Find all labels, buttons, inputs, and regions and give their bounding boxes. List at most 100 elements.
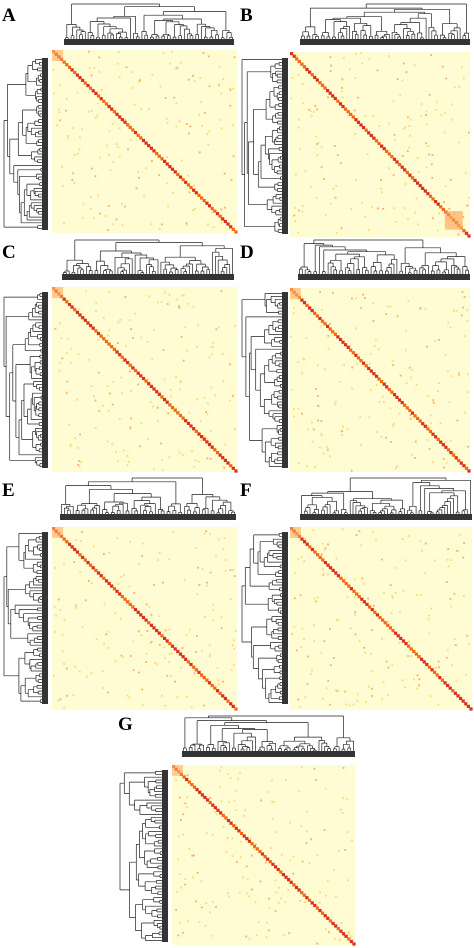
heatmap-cell [316, 942, 319, 945]
heatmap-cell [254, 843, 257, 845]
heatmap-cell [59, 609, 62, 611]
heatmap-cell [398, 412, 401, 415]
heatmap-cell [90, 208, 92, 210]
heatmap-cell [436, 229, 439, 232]
heatmap-cell [343, 364, 345, 366]
diagonal-cell [229, 702, 233, 706]
diagonal-cell [110, 345, 114, 349]
heatmap-cell [106, 144, 109, 147]
heatmap-cell [187, 174, 189, 177]
diagonal-cell [441, 443, 445, 447]
heatmap-cell [347, 879, 349, 882]
heatmap-cell [184, 878, 186, 880]
heatmap-cell [76, 91, 79, 94]
diagonal-cell [203, 795, 207, 800]
diagonal-cell [120, 118, 124, 122]
diagonal-cell [462, 464, 466, 468]
diagonal-cell [394, 631, 398, 635]
heatmap-cell [226, 837, 229, 839]
heatmap-cell [228, 895, 230, 898]
heatmap-cell [97, 102, 99, 105]
heatmap-cell [287, 889, 290, 891]
heatmap-cell [119, 319, 122, 321]
heatmap-cell [184, 326, 186, 329]
diagonal-cell [78, 76, 82, 80]
diagonal-cell [107, 342, 111, 346]
heatmap-cell [209, 571, 212, 574]
heatmap-cell [223, 466, 226, 469]
heatmap-cell [310, 673, 312, 675]
diagonal-cell [370, 608, 374, 612]
heatmap-cell [88, 579, 90, 582]
diagonal-cell [323, 322, 327, 326]
leaf-ticks [300, 514, 472, 520]
heatmap-cell [323, 829, 326, 831]
heatmap-cell [169, 62, 171, 65]
diagonal-cell [399, 636, 403, 640]
heatmap-cell [184, 802, 187, 805]
diagonal-cell [372, 372, 376, 376]
diagonal-cell [152, 387, 156, 391]
diagonal-cell [390, 155, 394, 159]
heatmap-cell [162, 349, 165, 351]
heatmap-cell [347, 114, 350, 117]
diagonal-cell [469, 707, 473, 711]
heatmap-cell [81, 531, 83, 533]
heatmap-cell [425, 114, 427, 116]
diagonal-cell [381, 618, 385, 622]
heatmap-cell [320, 146, 323, 149]
heatmap-cell [183, 579, 186, 582]
heatmap-cell [255, 934, 258, 937]
heatmap-cell [371, 530, 374, 533]
heatmap-cell [291, 77, 294, 79]
heatmap-cell [222, 826, 225, 828]
heatmap-cell [462, 556, 465, 559]
heatmap-cell [107, 630, 110, 633]
heatmap-cell [270, 779, 273, 782]
diagonal-cell [115, 350, 119, 354]
heatmap-cell [232, 639, 235, 642]
diagonal-cell [160, 157, 164, 161]
heatmap-cell [432, 217, 434, 220]
diagonal-cell [218, 691, 222, 695]
diagonal-cell [149, 623, 153, 627]
diagonal-cell [464, 702, 468, 706]
diagonal-cell [110, 584, 114, 588]
heatmap-cell [297, 73, 300, 76]
heatmap-cell [158, 552, 161, 554]
diagonal-cell [107, 581, 111, 586]
heatmap-cell [344, 577, 347, 580]
diagonal-cell [375, 613, 379, 617]
diagonal-cell [157, 631, 161, 635]
leaf-ticks [42, 292, 48, 468]
heatmap-cell [229, 363, 231, 366]
heatmap-cell [201, 568, 204, 570]
heatmap-cell [158, 228, 161, 230]
heatmap-cell [223, 172, 226, 175]
heatmap-cell [413, 64, 416, 67]
heatmap-cell [298, 790, 301, 793]
heatmap-cell [313, 767, 316, 770]
panel-label: A [2, 5, 16, 26]
heatmap-cell [148, 606, 151, 608]
diagonal-cell [194, 668, 198, 672]
heatmap-cell [427, 394, 430, 397]
diagonal-cell [274, 865, 278, 869]
heatmap-cell [301, 205, 304, 208]
panel-label: F [240, 480, 252, 501]
heatmap-cell [392, 174, 395, 176]
heatmap-cell [313, 624, 315, 627]
heatmap-cell [392, 424, 394, 427]
diagonal-cell [136, 133, 140, 137]
heatmap-cell [340, 87, 343, 89]
heatmap-cell [146, 630, 149, 632]
heatmap-cell [426, 424, 429, 427]
heatmap-cell [74, 665, 77, 668]
heatmap-cell [75, 607, 78, 609]
diagonal-cell [185, 777, 189, 782]
diagonal-cell [231, 227, 235, 231]
diagonal-cell [173, 647, 177, 651]
heatmap-cell [375, 539, 377, 542]
diagonal-cell [226, 819, 231, 823]
heatmap-cell [179, 819, 182, 821]
